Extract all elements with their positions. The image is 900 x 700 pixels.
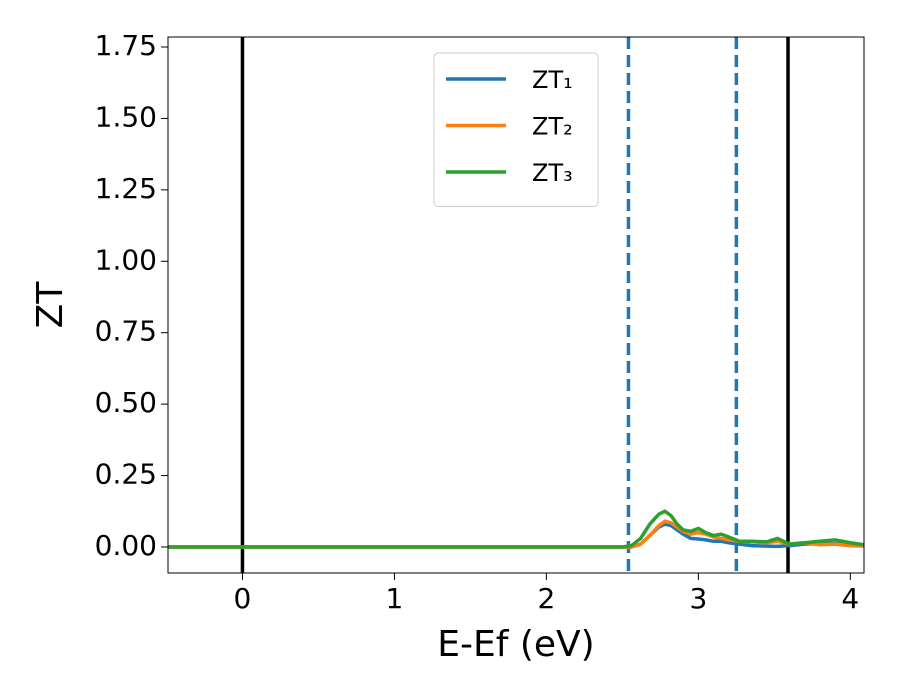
- y-tick-label: 0.25: [95, 458, 157, 491]
- x-axis-label: E-Ef (eV): [437, 624, 594, 665]
- legend-box: [433, 52, 599, 207]
- x-tick-label: 0: [234, 582, 252, 615]
- x-tick-label: 3: [689, 582, 707, 615]
- y-tick-label: 1.00: [95, 243, 157, 276]
- x-tick-label: 1: [386, 582, 404, 615]
- data-line: [168, 509, 864, 549]
- y-tick-label: 1.25: [95, 172, 157, 205]
- x-tick-label: 2: [537, 582, 555, 615]
- legend-label: ZT₃: [532, 159, 573, 187]
- y-tick-label: 0.75: [95, 315, 157, 348]
- y-tick-label: 1.50: [95, 100, 157, 133]
- y-tick-label: 1.75: [95, 29, 157, 62]
- y-tick-label: 0.00: [95, 529, 157, 562]
- x-tick-label: 4: [841, 582, 859, 615]
- plot-frame: [167, 36, 865, 574]
- y-axis-label: ZT: [30, 281, 71, 329]
- legend-label: ZT₁: [532, 66, 573, 94]
- legend-label: ZT₂: [532, 113, 573, 141]
- y-tick-label: 0.50: [95, 386, 157, 419]
